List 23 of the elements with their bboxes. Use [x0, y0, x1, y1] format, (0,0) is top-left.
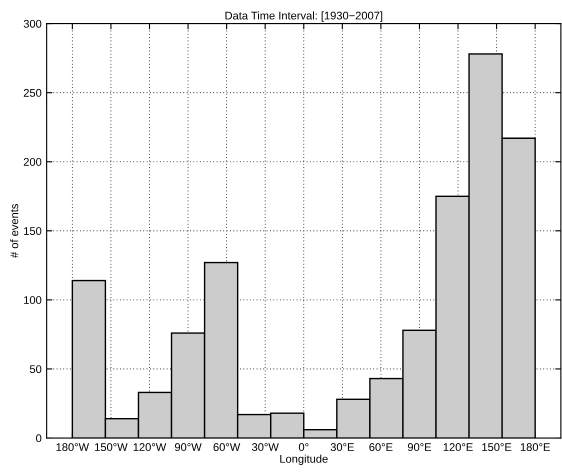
- y-tick-label: 50: [30, 365, 42, 374]
- x-tick-label: 30°W: [252, 443, 279, 452]
- x-tick-label: 0°: [298, 443, 308, 452]
- x-tick-label: 150°W: [95, 443, 128, 452]
- x-tick-label: 60°E: [369, 443, 393, 452]
- chart-title: Data Time Interval: [1930−2007]: [225, 11, 382, 22]
- x-axis-title: Longitude: [280, 454, 328, 465]
- x-tick-label: 60°W: [214, 443, 240, 452]
- y-tick-label: 250: [24, 88, 42, 97]
- y-axis-title: # of events: [10, 204, 18, 258]
- y-tick-label: 150: [24, 227, 42, 235]
- y-tick-label: 300: [24, 20, 42, 28]
- x-tick-label: 120°E: [444, 443, 473, 452]
- x-tick-label: 150°E: [482, 443, 512, 452]
- x-tick-label: 180°W: [56, 443, 90, 452]
- x-tick-label: 120°W: [134, 443, 166, 452]
- x-tick-label: 90°W: [174, 443, 202, 452]
- y-tick-label: 100: [24, 296, 42, 304]
- x-tick-label: 30°E: [330, 443, 354, 452]
- y-tick-label: 0: [36, 434, 42, 442]
- y-tick-label: 200: [24, 158, 42, 166]
- x-tick-label: 180°E: [520, 443, 550, 452]
- x-tick-label: 90°E: [408, 443, 432, 452]
